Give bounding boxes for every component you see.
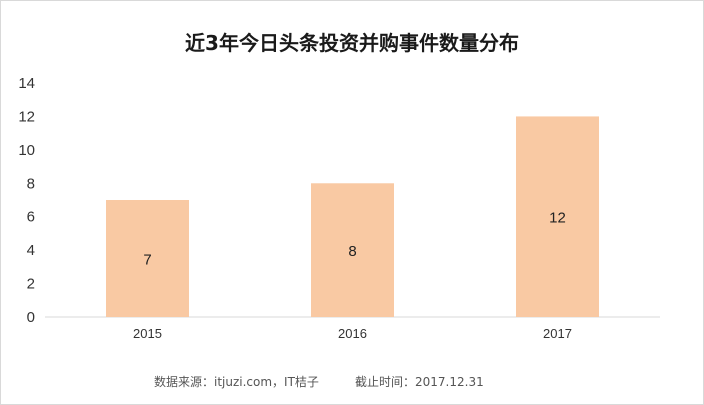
y-tick-label-6: 12 — [18, 108, 35, 125]
y-tick-label-3: 6 — [27, 209, 35, 226]
x-tick-label-2017: 2017 — [543, 326, 572, 341]
y-axis-ticks: 0 2 4 6 8 10 12 14 — [18, 75, 35, 326]
y-tick-label-7: 14 — [18, 75, 35, 92]
chart-title: 近3年今日头条投资并购事件数量分布 — [185, 31, 519, 55]
y-tick-label-0: 0 — [27, 309, 35, 326]
y-tick-label-4: 8 — [27, 175, 35, 192]
x-axis-labels: 2015 2016 2017 — [133, 326, 572, 341]
x-tick-label-2016: 2016 — [338, 326, 367, 341]
y-tick-label-1: 2 — [27, 276, 35, 293]
data-label-2016: 8 — [348, 243, 356, 260]
bar-2017 — [516, 116, 599, 317]
cutoff-date-note: 截止时间：2017.12.31 — [355, 375, 484, 389]
bar-2015 — [106, 200, 189, 317]
bars: 7 8 12 — [106, 116, 599, 317]
bar-2016 — [311, 183, 394, 317]
y-tick-label-5: 10 — [18, 142, 35, 159]
data-source-note: 数据来源：itjuzi.com，IT桔子 — [154, 375, 319, 389]
x-tick-label-2015: 2015 — [133, 326, 162, 341]
data-label-2015: 7 — [143, 252, 151, 269]
y-tick-label-2: 4 — [27, 242, 35, 259]
data-label-2017: 12 — [549, 210, 566, 227]
